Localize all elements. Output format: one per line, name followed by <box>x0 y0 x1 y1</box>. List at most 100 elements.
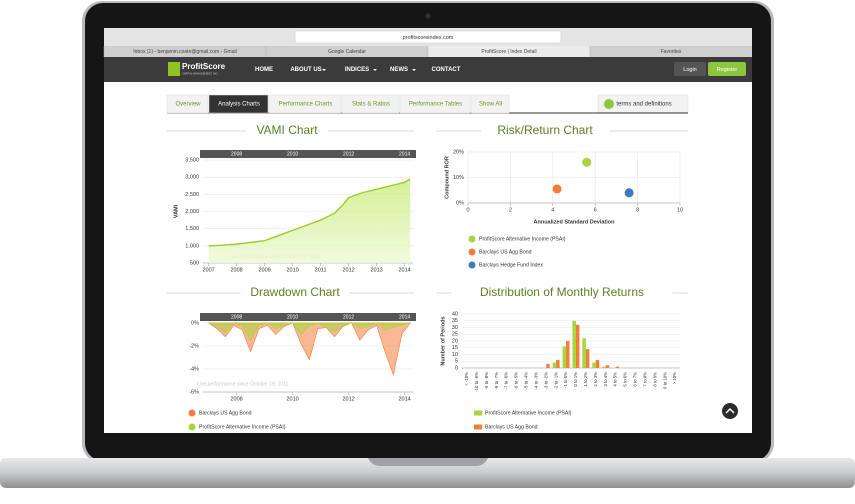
tab[interactable] <box>268 94 342 114</box>
nav-item[interactable]: NEWS <box>390 67 408 73</box>
x-tick-label: 9 to 10% <box>662 372 667 389</box>
x-tick-label: 5 to 6% <box>623 372 628 387</box>
x-tick-label: 2014 <box>398 267 410 273</box>
y-tick-label: 10% <box>453 175 464 181</box>
register-button[interactable] <box>708 62 746 76</box>
nav-item[interactable]: INDICES <box>345 67 369 73</box>
y-tick-label: -4% <box>189 366 199 372</box>
dropdown-caret <box>412 69 416 71</box>
annotation: Live performance since October 19, 2011 <box>197 381 289 387</box>
tab[interactable] <box>399 94 471 114</box>
logo-sub: CAPITAL MANAGEMENT, INC. <box>182 72 218 76</box>
browser-tab[interactable]: Favorites <box>661 49 682 55</box>
scatter-point[interactable] <box>582 157 592 167</box>
register[interactable]: Register <box>717 67 738 73</box>
legend-label[interactable]: ProfitScore Alternative Income (PSAI) <box>485 410 572 416</box>
x-tick-label: 2010 <box>286 396 298 402</box>
back-to-top[interactable] <box>722 403 738 419</box>
x-tick-label: -7 to -6% <box>504 372 509 390</box>
x-tick-label: -8 to -7% <box>494 372 499 390</box>
bar <box>562 346 567 368</box>
legend-swatch <box>474 410 482 416</box>
logo-mark <box>168 62 180 76</box>
bar <box>615 366 620 368</box>
tab-label[interactable]: Overview <box>175 102 201 108</box>
bar <box>566 341 570 368</box>
tab-label[interactable]: Performance Tables <box>409 102 462 108</box>
terms[interactable]: terms and definitions <box>616 102 671 108</box>
bar <box>595 359 600 368</box>
navigator-label: 2010 <box>287 314 298 320</box>
navigator-label: 2008 <box>231 314 242 320</box>
browser-tab[interactable]: Inbox (1) - benjamin.coate@gmail.com - G… <box>133 49 236 55</box>
y-tick-label: 30 <box>452 325 458 331</box>
camera <box>425 13 431 19</box>
x-tick-label: 8 to 9% <box>652 372 657 387</box>
legend-label[interactable]: ProfitScore Alternative Income (PSAI) <box>479 236 566 242</box>
x-tick-label: -1 to 0% <box>563 372 568 388</box>
navigator-label: 2012 <box>343 151 354 157</box>
bar <box>546 363 550 368</box>
legend-label[interactable]: Barclays US Agg Bond <box>485 424 538 430</box>
y-tick-label: -6% <box>189 389 199 395</box>
url[interactable]: profitscoreindex.com <box>403 35 454 41</box>
y-tick-label: 0 <box>455 365 458 371</box>
navigator-label: 2008 <box>231 151 242 157</box>
bar <box>582 338 586 368</box>
legend-swatch <box>468 248 476 256</box>
tab[interactable] <box>341 94 400 114</box>
x-tick-label: 4 to 5% <box>613 372 618 387</box>
legend-label[interactable]: Barclays US Agg Bond <box>199 410 252 416</box>
legend-label[interactable]: Barclays Hedge Fund Index <box>479 262 543 268</box>
navigator-label: 2012 <box>343 314 354 320</box>
x-tick-label: 3 to 4% <box>603 372 608 387</box>
tab-label[interactable]: Analysis Charts <box>218 102 260 108</box>
navigator[interactable] <box>200 150 416 158</box>
legend-label[interactable]: Barclays US Agg Bond <box>479 249 532 255</box>
y-tick-label: 2,500 <box>185 192 199 198</box>
y-tick-label: 500 <box>190 260 199 266</box>
bar <box>572 320 576 368</box>
scatter-point[interactable] <box>552 184 562 194</box>
y-tick-label: 0% <box>456 200 464 206</box>
x-tick-label: 2009 <box>258 267 270 273</box>
x-tick-label: -5 to -4% <box>524 372 529 390</box>
legend-swatch <box>468 235 476 243</box>
nav-item[interactable]: ABOUT US <box>290 67 321 73</box>
x-tick-label: -3 to -2% <box>543 372 548 390</box>
x-tick-label: 2010 <box>286 267 298 273</box>
logo: ProfitScore <box>182 62 226 71</box>
x-tick-label: 7 to 8% <box>642 372 647 387</box>
tab-label[interactable]: Stats & Ratios <box>352 102 390 108</box>
scatter-point[interactable] <box>624 188 634 198</box>
tab[interactable] <box>470 94 510 114</box>
browser-tab[interactable]: Google Calendar <box>328 49 366 55</box>
y-tick-label: 0% <box>191 320 199 326</box>
tab-active[interactable] <box>208 94 269 114</box>
x-tick-label: 10 <box>677 207 683 213</box>
info-icon <box>604 99 614 109</box>
nav-item[interactable]: HOME <box>255 67 273 73</box>
tab[interactable] <box>166 94 209 114</box>
login-button[interactable] <box>674 62 706 76</box>
browser-tab[interactable]: ProfitScore | Index Detail <box>481 49 536 55</box>
nav-item[interactable]: CONTACT <box>432 67 461 73</box>
login[interactable]: Login <box>683 67 696 73</box>
tab-label[interactable]: Show All <box>479 102 502 108</box>
legend-swatch <box>188 423 196 431</box>
legend-swatch <box>474 424 482 430</box>
browser-tab-active <box>428 46 590 57</box>
x-tick-label: 2011 <box>315 267 327 273</box>
navigator[interactable] <box>200 313 416 321</box>
line <box>208 178 411 247</box>
legend-label[interactable]: ProfitScore Alternative Income (PSAI) <box>199 424 286 430</box>
url-bar[interactable] <box>294 30 562 44</box>
x-tick-label: -6 to -5% <box>514 372 519 390</box>
x-tick-label: -9 to -8% <box>484 372 489 390</box>
tab-label[interactable]: Performance Charts <box>279 102 333 108</box>
bar <box>556 359 560 368</box>
y-tick-label: 15 <box>452 345 458 351</box>
back-to-top-arrow <box>725 407 735 414</box>
x-tick-label: 0 to 1% <box>573 372 578 387</box>
